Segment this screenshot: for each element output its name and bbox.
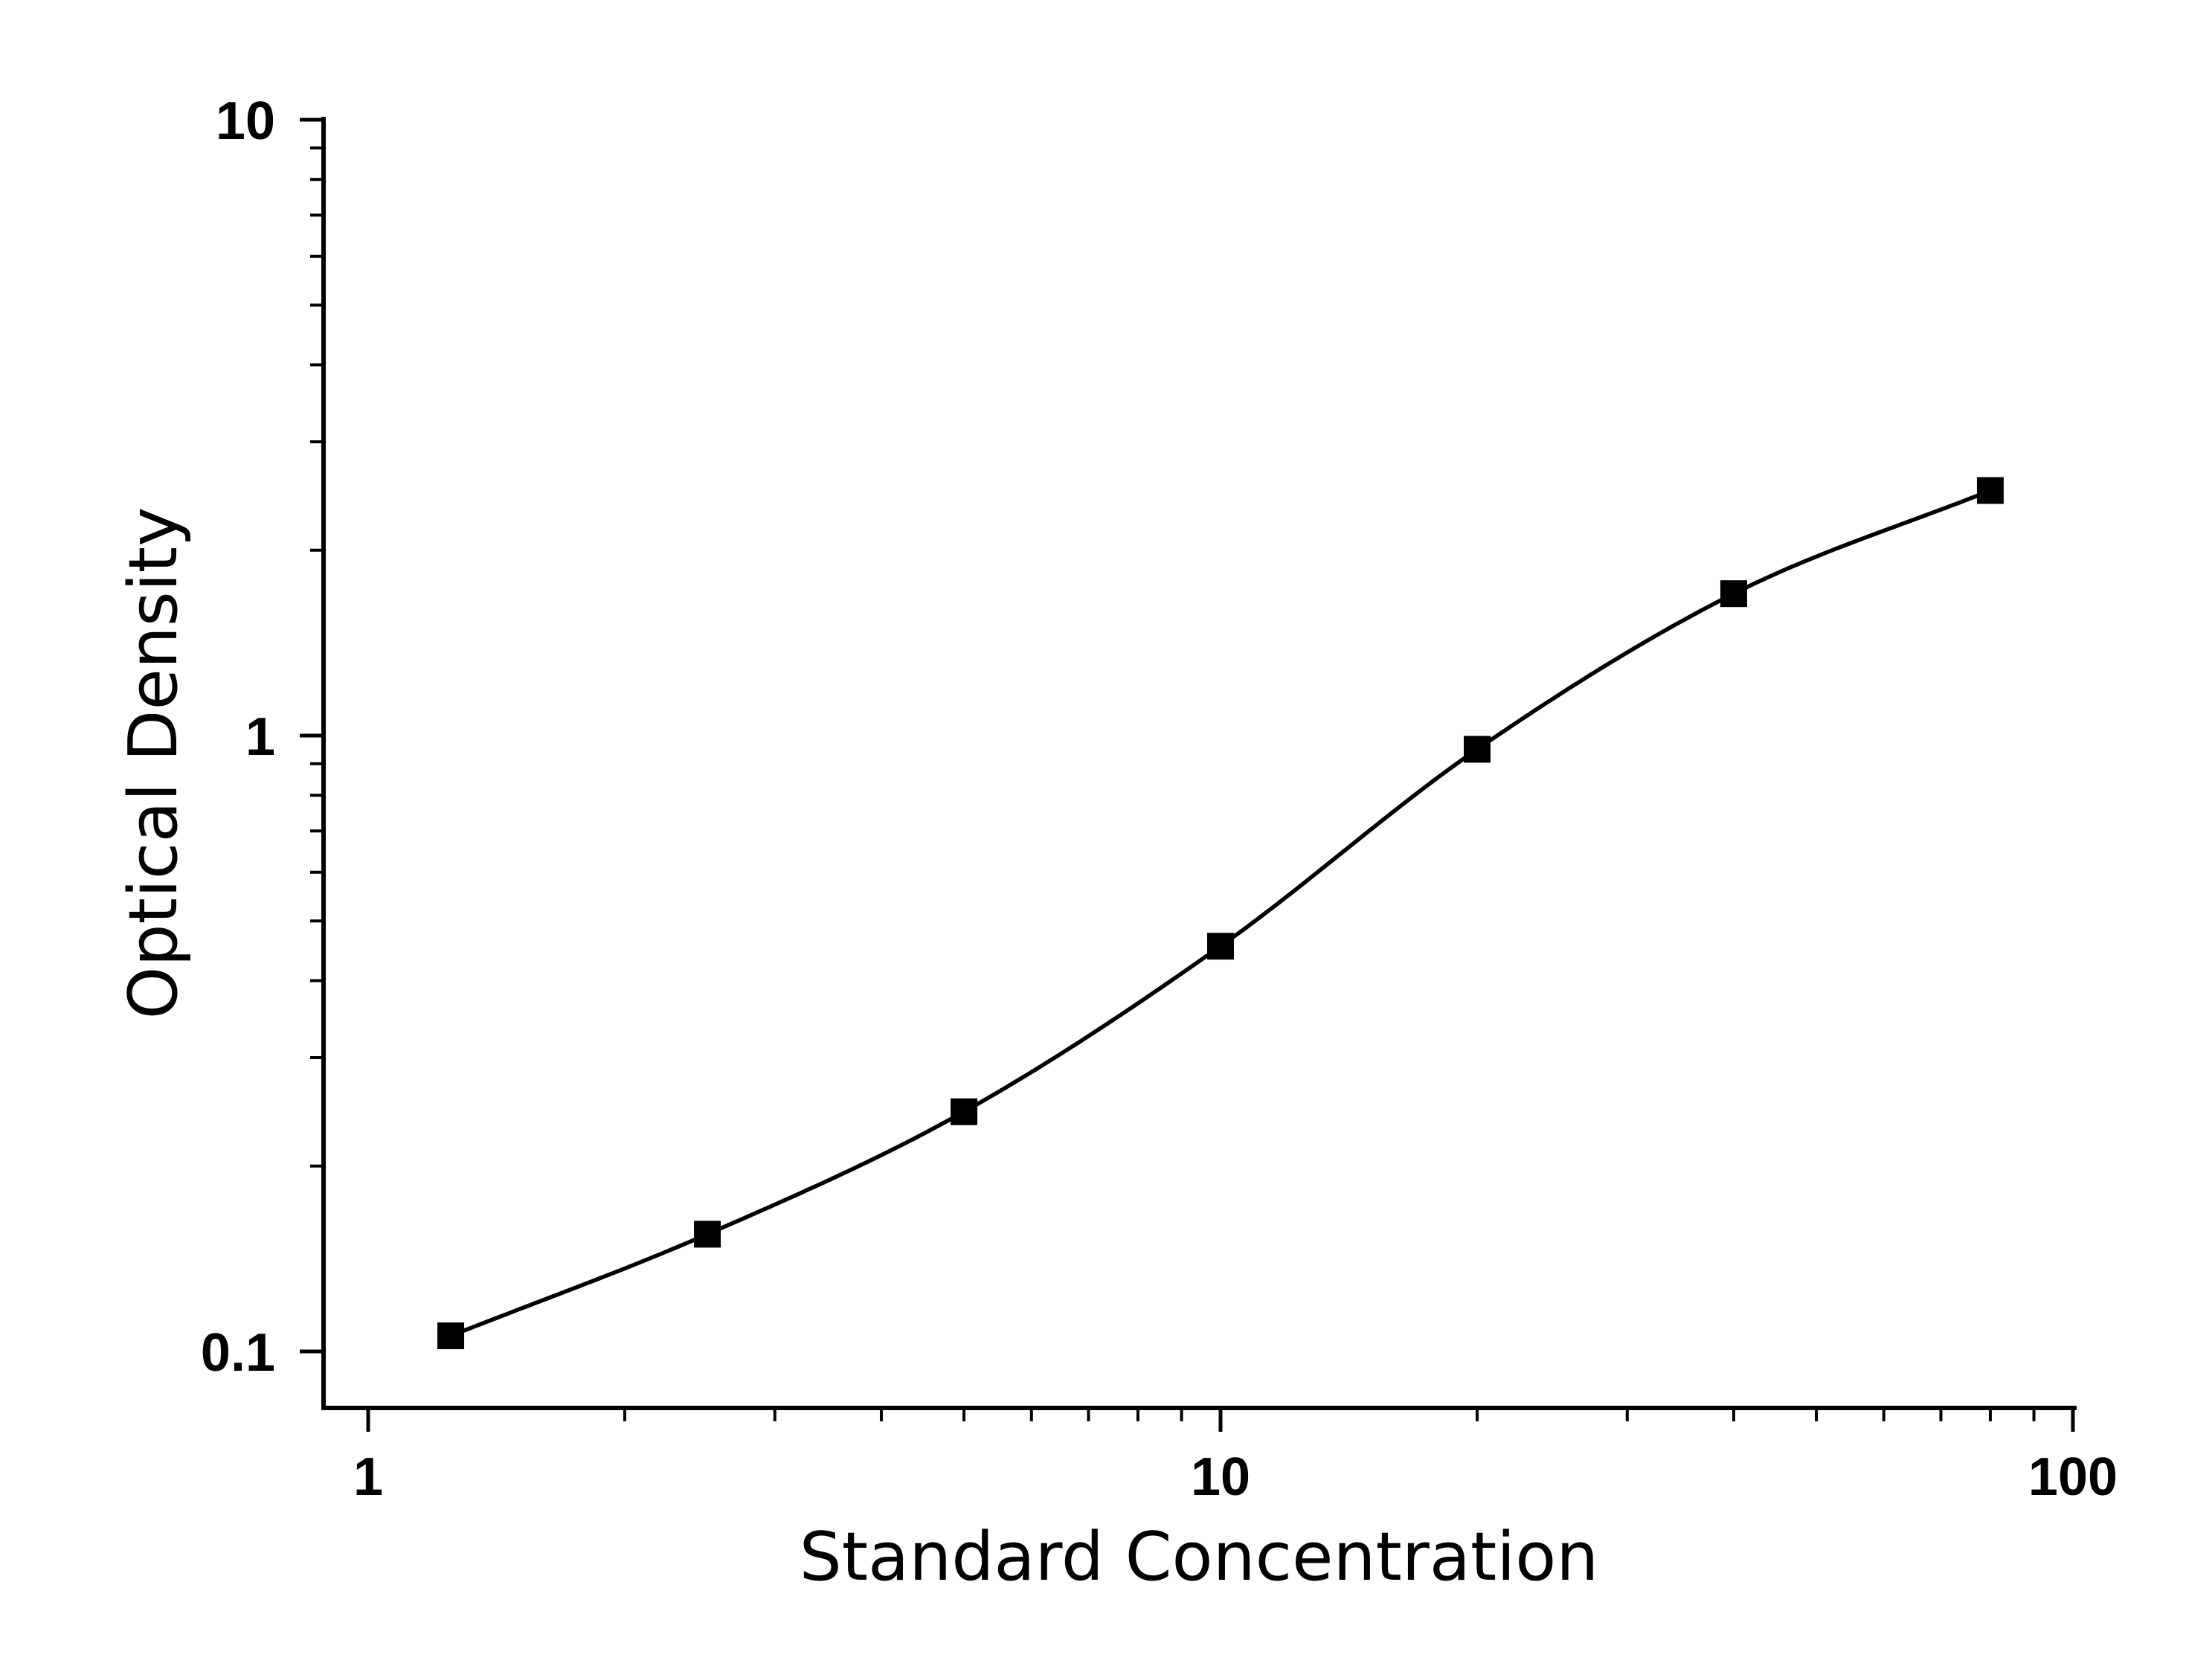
data-points	[437, 477, 2004, 1350]
x-axis-tick-labels: 1 10 100	[353, 1447, 2118, 1507]
data-point	[1463, 736, 1491, 763]
y-tick-label: 10	[216, 91, 275, 151]
x-axis-title: Standard Concentration	[800, 1518, 1599, 1596]
y-axis-ticks	[300, 118, 324, 1354]
axes	[321, 117, 2077, 1410]
y-tick-label: 1	[245, 707, 275, 767]
data-point	[1720, 580, 1747, 608]
data-point	[1207, 933, 1234, 960]
data-point	[437, 1322, 465, 1350]
fit-curve	[450, 488, 1991, 1338]
y-axis-title: Optical Density	[115, 507, 193, 1020]
x-tick-label: 10	[1191, 1447, 1250, 1507]
y-tick-label: 0.1	[201, 1323, 275, 1383]
data-point	[1976, 477, 2004, 504]
data-point	[694, 1221, 721, 1248]
x-tick-label: 100	[2028, 1447, 2118, 1507]
x-tick-label: 1	[353, 1447, 383, 1507]
x-axis-ticks	[366, 1408, 2075, 1432]
y-axis-tick-labels: 0.1 1 10	[201, 91, 275, 1383]
data-point	[951, 1098, 978, 1125]
